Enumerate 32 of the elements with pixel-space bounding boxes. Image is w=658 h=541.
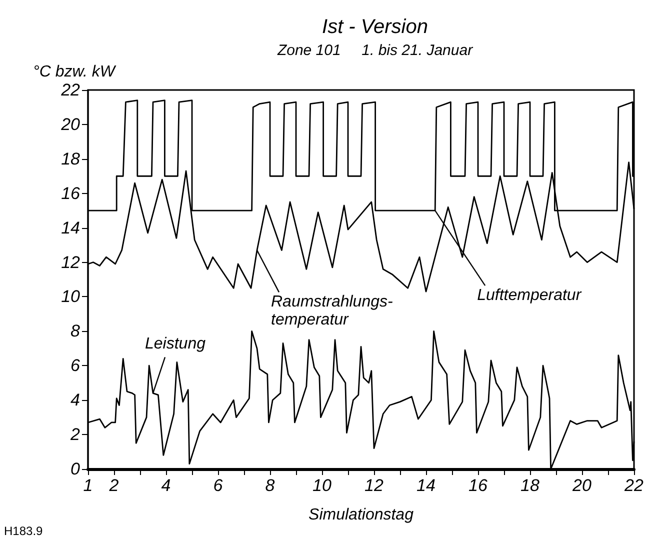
y-tick-label: 12 [61, 252, 81, 272]
y-tick-label: 8 [70, 322, 81, 341]
series-label: Leistung [145, 336, 206, 353]
x-tick-label: 16 [468, 476, 488, 495]
x-tick-label: 14 [416, 476, 436, 495]
x-axis-title: Simulationstag [308, 506, 414, 524]
y-tick-label: 4 [70, 390, 80, 410]
x-tick-label: 2 [108, 476, 120, 495]
x-tick-label: 18 [520, 476, 540, 495]
x-tick-label: 22 [624, 476, 644, 495]
y-axis-title: °C bzw. kW [33, 64, 117, 80]
y-tick-label: 20 [60, 114, 81, 134]
x-tick-label: 1 [83, 476, 93, 495]
y-tick-label: 0 [70, 460, 81, 478]
x-tick-label: 6 [213, 476, 224, 495]
y-tick-label: 6 [70, 356, 81, 376]
y-tick-label: 22 [60, 80, 81, 100]
y-tick-label: 16 [61, 184, 81, 203]
series-label: Raumstrahlungs- temperatur [271, 294, 393, 329]
y-tick-label: 10 [61, 287, 81, 306]
x-tick-label: 8 [265, 476, 276, 495]
text: H183.9 [4, 524, 44, 538]
y-tick-label: 2 [70, 425, 81, 444]
y-tick-label: 18 [61, 149, 81, 168]
x-tick-label: 12 [364, 476, 384, 495]
y-tick-label: 14 [61, 218, 80, 238]
x-tick-label: 10 [312, 476, 332, 495]
chart-title: Ist - Version [322, 16, 428, 38]
x-tick-label: 4 [161, 476, 171, 495]
chart-subtitle: Zone 101 1. bis 21. Januar [276, 42, 474, 59]
text: Lufttemperatur [477, 287, 582, 304]
x-tick-label: 20 [572, 476, 592, 495]
